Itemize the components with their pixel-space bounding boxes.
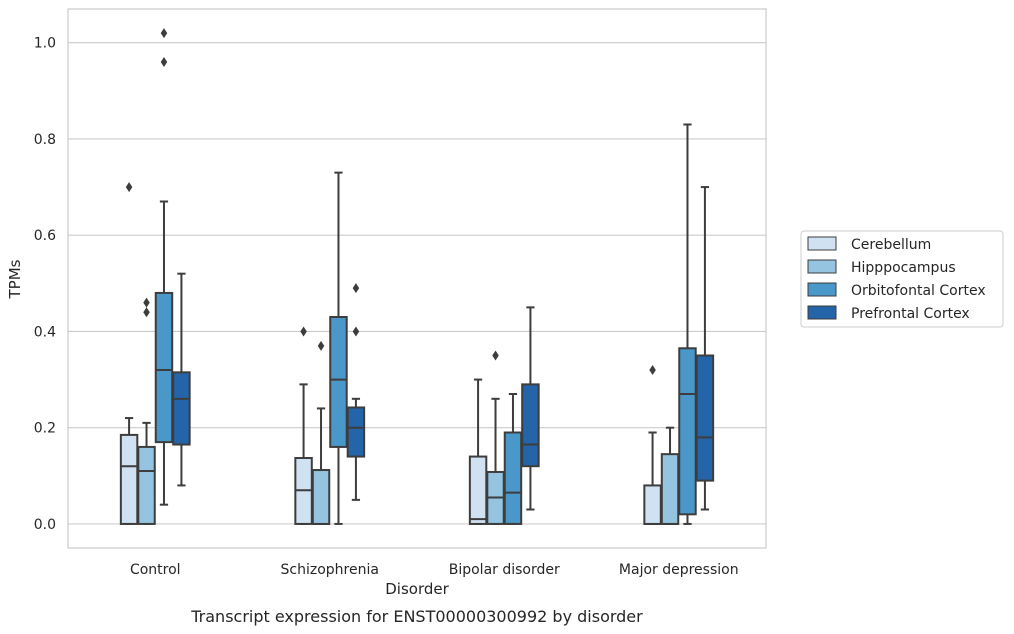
box: [311, 469, 331, 525]
series-orbitofontal-cortex: [154, 28, 697, 525]
box: [503, 431, 523, 525]
y-tick-labels: 0.0 0.2 0.4 0.6 0.8 1.0: [34, 36, 56, 533]
box: [154, 291, 174, 444]
outlier-point: [300, 326, 307, 337]
x-tick-label: Major depression: [619, 562, 739, 578]
box: [346, 406, 366, 458]
plot-area-background: [68, 9, 766, 548]
box: [678, 347, 697, 516]
box: [643, 484, 662, 525]
series-hipppocampus: [137, 297, 680, 525]
box: [119, 433, 139, 525]
legend-frame: [800, 230, 1004, 328]
y-axis-title: TPMs: [6, 259, 24, 299]
y-tick-label: 1.0: [34, 36, 56, 52]
outlier-point: [160, 56, 168, 67]
box: [521, 383, 540, 468]
legend-label: Cerebellum: [851, 237, 931, 253]
box-series: [119, 28, 715, 525]
plot-area-border: [67, 8, 767, 549]
box: [172, 371, 191, 446]
outlier-point: [125, 182, 133, 193]
chart-caption: Transcript expression for ENST0000030099…: [190, 607, 643, 626]
outlier-point: [317, 340, 325, 351]
x-tick-labels: Control Schizophrenia Bipolar disorder Majo…: [130, 562, 739, 578]
y-tick-label: 0.6: [34, 228, 56, 244]
outlier-point: [143, 297, 150, 308]
box: [695, 354, 715, 482]
x-tick-label: Schizophrenia: [281, 562, 379, 578]
box: [137, 445, 156, 525]
legend: Cerebellum Hipppocampus Orbitofontal Corte…: [800, 230, 1004, 328]
x-axis-title: Disorder: [385, 580, 449, 598]
box: [468, 455, 488, 525]
x-tick-label: Bipolar disorder: [449, 562, 560, 578]
y-tick-label: 0.0: [34, 517, 56, 533]
box: [660, 453, 680, 525]
outlier-point: [352, 283, 360, 294]
box: [329, 316, 348, 448]
series-prefrontal-cortex: [172, 186, 715, 511]
outlier-point: [649, 364, 656, 375]
outlier-point: [492, 350, 499, 361]
legend-label: Hipppocampus: [851, 260, 956, 276]
y-tick-label: 0.8: [34, 132, 56, 148]
legend-swatch: [807, 282, 837, 297]
legend-swatch: [807, 236, 837, 251]
outlier-point: [352, 326, 360, 337]
legend-label: Prefrontal Cortex: [851, 306, 970, 322]
outlier-point: [160, 28, 168, 39]
legend-swatch: [807, 305, 837, 320]
y-tick-label: 0.4: [34, 324, 56, 340]
legend-swatch: [807, 259, 837, 274]
y-tick-label: 0.2: [34, 421, 56, 437]
outlier-point: [143, 307, 150, 318]
x-tick-label: Control: [130, 562, 181, 578]
legend-label: Orbitofontal Cortex: [851, 283, 986, 299]
series-cerebellum: [119, 182, 662, 525]
